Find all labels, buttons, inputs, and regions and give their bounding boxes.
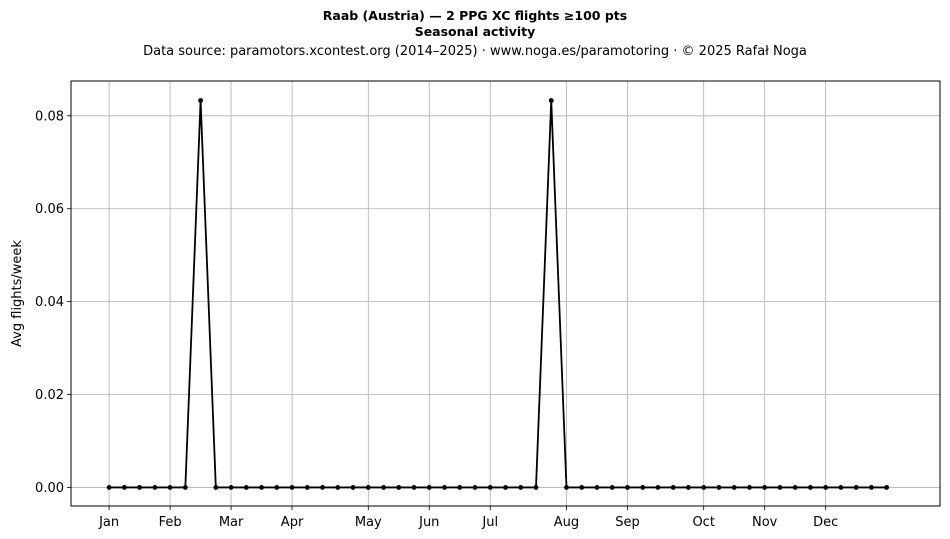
data-point [182, 485, 188, 490]
data-point [731, 485, 737, 490]
data-point [472, 485, 478, 490]
data-point [411, 485, 417, 490]
data-point [808, 485, 813, 490]
x-tick-label: Jun [418, 515, 439, 530]
x-tick-label: Apr [281, 515, 304, 530]
data-point [579, 485, 585, 490]
data-point [670, 485, 676, 490]
data-point [289, 485, 295, 490]
x-tick-label: Jan [98, 515, 119, 530]
data-point [381, 485, 386, 490]
series-layer [106, 98, 890, 490]
data-point [884, 485, 890, 490]
data-point [716, 485, 722, 490]
y-axis-label: Avg flights/week [10, 240, 25, 347]
y-tick-label: 0.06 [35, 202, 64, 217]
x-tick-label: Mar [219, 515, 244, 530]
data-point [533, 485, 539, 490]
x-tick-label: Nov [752, 515, 778, 530]
x-tick-label: May [355, 515, 382, 530]
data-point [594, 485, 600, 490]
data-point [365, 485, 371, 490]
data-point [304, 485, 310, 490]
data-point [320, 485, 325, 490]
y-tick-label: 0.00 [35, 481, 64, 496]
data-point [274, 485, 280, 490]
data-point [625, 485, 630, 490]
data-point [396, 485, 402, 490]
series-line [109, 99, 887, 489]
data-point [442, 485, 447, 490]
x-tick-label: Dec [813, 515, 838, 530]
chart-subtitle: Seasonal activity [414, 24, 536, 39]
data-point [564, 485, 569, 490]
x-tick-label: Feb [159, 515, 182, 530]
data-point [777, 485, 783, 490]
data-point [350, 485, 356, 490]
data-point [747, 485, 752, 490]
axis-ticks: Jan Feb Mar Apr May Jun Jul Aug Sep Oct Nov Dec 0.00… [35, 109, 838, 530]
data-point [853, 485, 859, 490]
data-point [640, 485, 646, 490]
data-point [655, 485, 661, 490]
chart-title: Raab (Austria) — 2 PPG XC flights ≥100 p… [322, 8, 628, 23]
x-tick-label: Sep [615, 515, 640, 530]
data-point [106, 485, 112, 490]
data-point [259, 485, 264, 490]
data-point [137, 485, 143, 490]
data-point [609, 485, 615, 490]
y-tick-label: 0.04 [35, 295, 64, 310]
chart-header: Raab (Austria) — 2 PPG XC flights ≥100 p… [0, 8, 950, 62]
data-point [213, 485, 219, 490]
grid [71, 81, 940, 506]
data-point [503, 485, 508, 490]
x-tick-label: Oct [692, 515, 714, 530]
data-point [243, 485, 249, 490]
data-point [335, 485, 341, 490]
data-point [686, 485, 691, 490]
data-point [868, 485, 874, 490]
data-point [167, 485, 173, 490]
data-point [548, 98, 554, 103]
data-point [198, 98, 203, 103]
data-point [823, 485, 829, 490]
data-point [701, 485, 707, 490]
x-tick-label: Aug [554, 515, 579, 530]
data-point [228, 485, 234, 490]
data-point [152, 485, 158, 490]
y-tick-label: 0.02 [35, 388, 64, 403]
data-point [792, 485, 798, 490]
data-point [426, 485, 432, 490]
data-point [487, 485, 493, 490]
plot-frame [70, 80, 941, 507]
data-source-note: Data source: paramotors.xcontest.org (20… [143, 44, 807, 59]
data-point [838, 485, 844, 490]
data-point [762, 485, 768, 490]
x-tick-label: Jul [481, 515, 498, 530]
data-point [121, 485, 127, 490]
data-point [518, 485, 524, 490]
y-tick-label: 0.08 [35, 109, 64, 124]
data-point [457, 485, 463, 490]
